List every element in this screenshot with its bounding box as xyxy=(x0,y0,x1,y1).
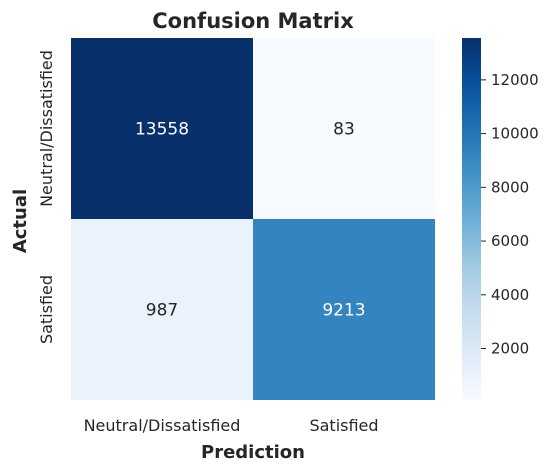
colorbar-tick-label: 2000 xyxy=(491,340,529,358)
x-tick-label: Neutral/Dissatisfied xyxy=(84,416,241,435)
heatmap-cell xyxy=(71,38,253,219)
cell-value-label: 83 xyxy=(333,120,355,140)
colorbar: 2000 4000 6000 8000 10000 12000 xyxy=(462,38,539,400)
cell-value-label: 9213 xyxy=(322,301,365,321)
heatmap-cell xyxy=(253,38,435,219)
cell-value-label: 13558 xyxy=(135,120,189,140)
y-tick-label: Satisfied xyxy=(37,275,56,344)
chart-title: Confusion Matrix xyxy=(152,9,354,33)
colorbar-tick-label: 10000 xyxy=(491,125,539,143)
y-tick-label: Neutral/Dissatisfied xyxy=(37,50,56,207)
heatmap-cell xyxy=(253,219,435,400)
colorbar-tick-label: 8000 xyxy=(491,178,529,196)
colorbar-tick-label: 4000 xyxy=(491,286,529,304)
x-tick-label: Satisfied xyxy=(309,416,378,435)
y-axis-label: Actual xyxy=(10,189,31,253)
y-tick-labels: Neutral/Dissatisfied Satisfied xyxy=(37,50,56,344)
colorbar-tick-label: 12000 xyxy=(491,71,539,89)
cell-value-label: 987 xyxy=(146,301,178,321)
colorbar-gradient xyxy=(462,38,481,400)
x-axis-label: Prediction xyxy=(201,442,305,463)
colorbar-tick-label: 6000 xyxy=(491,232,529,250)
x-tick-labels: Neutral/Dissatisfied Satisfied xyxy=(84,416,379,435)
heatmap-cell xyxy=(71,219,253,400)
colorbar-ticks: 2000 4000 6000 8000 10000 12000 xyxy=(481,71,539,358)
heatmap-cells: 13558 83 987 9213 xyxy=(71,38,435,400)
